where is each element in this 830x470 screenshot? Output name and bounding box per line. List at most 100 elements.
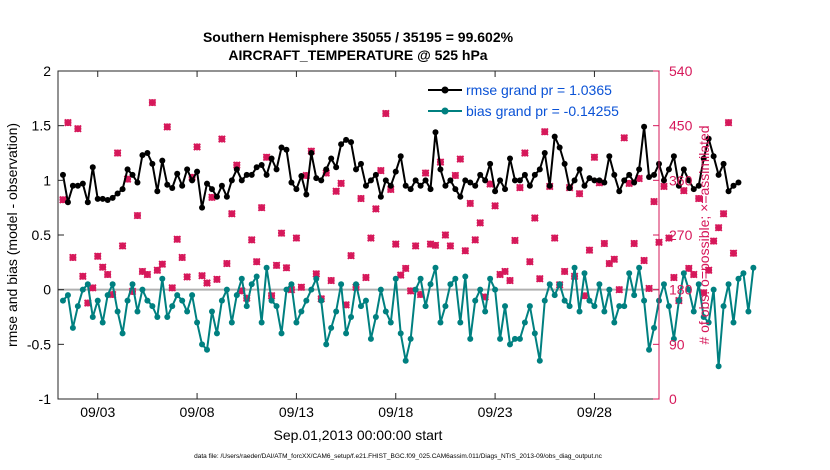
rmse-point — [407, 186, 414, 193]
obs-assimilated-marker — [133, 211, 142, 220]
obs-assimilated-marker — [153, 266, 162, 275]
rmse-point — [427, 186, 434, 193]
bias-point — [184, 308, 191, 315]
obs-assimilated-marker — [178, 253, 187, 262]
bias-point — [586, 297, 593, 304]
y-right-tick-label: 450 — [669, 118, 693, 134]
rmse-point — [288, 179, 295, 186]
obs-assimilated-marker — [709, 237, 718, 245]
obs-assimilated-marker — [272, 261, 281, 270]
rmse-point — [258, 162, 265, 169]
x-axis-label: Sep.01,2013 00:00:00 start — [274, 427, 443, 443]
bias-point — [248, 281, 255, 288]
obs-assimilated-marker — [506, 276, 514, 285]
obs-assimilated-marker — [421, 169, 430, 177]
bias-point — [457, 319, 464, 326]
bias-point — [348, 314, 355, 320]
rmse-point — [129, 171, 136, 178]
bias-point — [556, 281, 563, 288]
bias-point — [204, 346, 211, 353]
obs-assimilated-marker — [113, 149, 122, 157]
rmse-point — [89, 164, 96, 171]
rmse-point — [730, 182, 737, 189]
bias-point — [94, 297, 101, 304]
obs-assimilated-marker — [640, 256, 648, 265]
obs-assimilated-marker — [704, 266, 713, 275]
rmse-point — [372, 171, 379, 178]
rmse-point — [437, 166, 444, 173]
obs-assimilated-marker — [148, 98, 157, 107]
bias-point — [631, 292, 638, 299]
obs-assimilated-marker — [64, 118, 72, 127]
obs-assimilated-marker — [645, 284, 653, 293]
bias-point — [69, 324, 76, 331]
rmse-point — [636, 166, 643, 173]
rmse-point — [64, 199, 71, 206]
x-tick-label: 09/18 — [378, 404, 413, 420]
bias-point — [660, 281, 667, 288]
bias-point — [690, 308, 697, 315]
bias-point — [467, 335, 474, 342]
rmse-point — [392, 168, 399, 175]
bias-point — [725, 281, 732, 288]
rmse-point — [675, 182, 682, 189]
rmse-point — [715, 171, 722, 178]
y-left-tick-label: -0.5 — [27, 336, 51, 352]
rmse-point — [208, 186, 215, 193]
bias-point — [626, 270, 633, 277]
rmse-point — [497, 177, 504, 184]
obs-assimilated-marker — [168, 284, 177, 292]
rmse-point — [323, 166, 330, 173]
bias-point — [213, 330, 220, 337]
bias-point — [387, 319, 394, 326]
bias-point — [392, 275, 399, 282]
bias-point — [253, 273, 260, 280]
rmse-point — [94, 195, 101, 202]
rmse-point — [526, 182, 533, 189]
obs-assimilated-marker — [635, 174, 643, 183]
rmse-point — [223, 193, 230, 200]
bias-point — [308, 286, 315, 293]
rmse-point — [238, 177, 245, 184]
y-axis-right-label: # of obs: o=possible; ×=assimilated — [696, 125, 712, 344]
bias-point — [715, 363, 722, 370]
rmse-point — [700, 155, 707, 162]
y-right-tick-label: 0 — [669, 391, 677, 407]
obs-assimilated-marker — [714, 223, 723, 232]
bias-point — [487, 275, 494, 282]
rmse-point — [472, 182, 479, 189]
bias-point — [427, 281, 434, 288]
bias-point — [303, 297, 310, 304]
rmse-point — [79, 180, 86, 187]
rmse-point — [685, 177, 692, 184]
plot-area — [58, 71, 659, 399]
rmse-point — [343, 136, 350, 143]
obs-assimilated-marker — [391, 240, 400, 248]
obs-assimilated-marker — [277, 229, 286, 238]
rmse-point — [268, 155, 275, 162]
legend-bias-marker — [441, 107, 449, 115]
obs-assimilated-marker — [372, 205, 380, 213]
obs-assimilated-marker — [357, 194, 365, 203]
rmse-point — [367, 177, 374, 184]
bias-point — [293, 319, 300, 326]
bias-point — [442, 303, 449, 310]
rmse-point — [581, 182, 588, 189]
rmse-point — [482, 177, 489, 184]
bias-point — [526, 303, 533, 310]
bias-point — [571, 264, 578, 271]
bias-point — [665, 303, 672, 310]
rmse-point — [248, 171, 255, 178]
obs-assimilated-marker — [540, 127, 549, 136]
obs-assimilated-marker — [252, 257, 261, 266]
obs-assimilated-marker — [138, 267, 147, 276]
obs-assimilated-marker — [560, 267, 569, 276]
obs-assimilated-marker — [108, 290, 117, 299]
bias-point — [223, 286, 230, 293]
rmse-point — [442, 182, 449, 189]
bias-point — [124, 297, 131, 304]
bias-point — [278, 330, 285, 337]
obs-assimilated-marker — [625, 179, 634, 188]
rmse-point — [616, 188, 623, 195]
rmse-point — [139, 152, 146, 159]
